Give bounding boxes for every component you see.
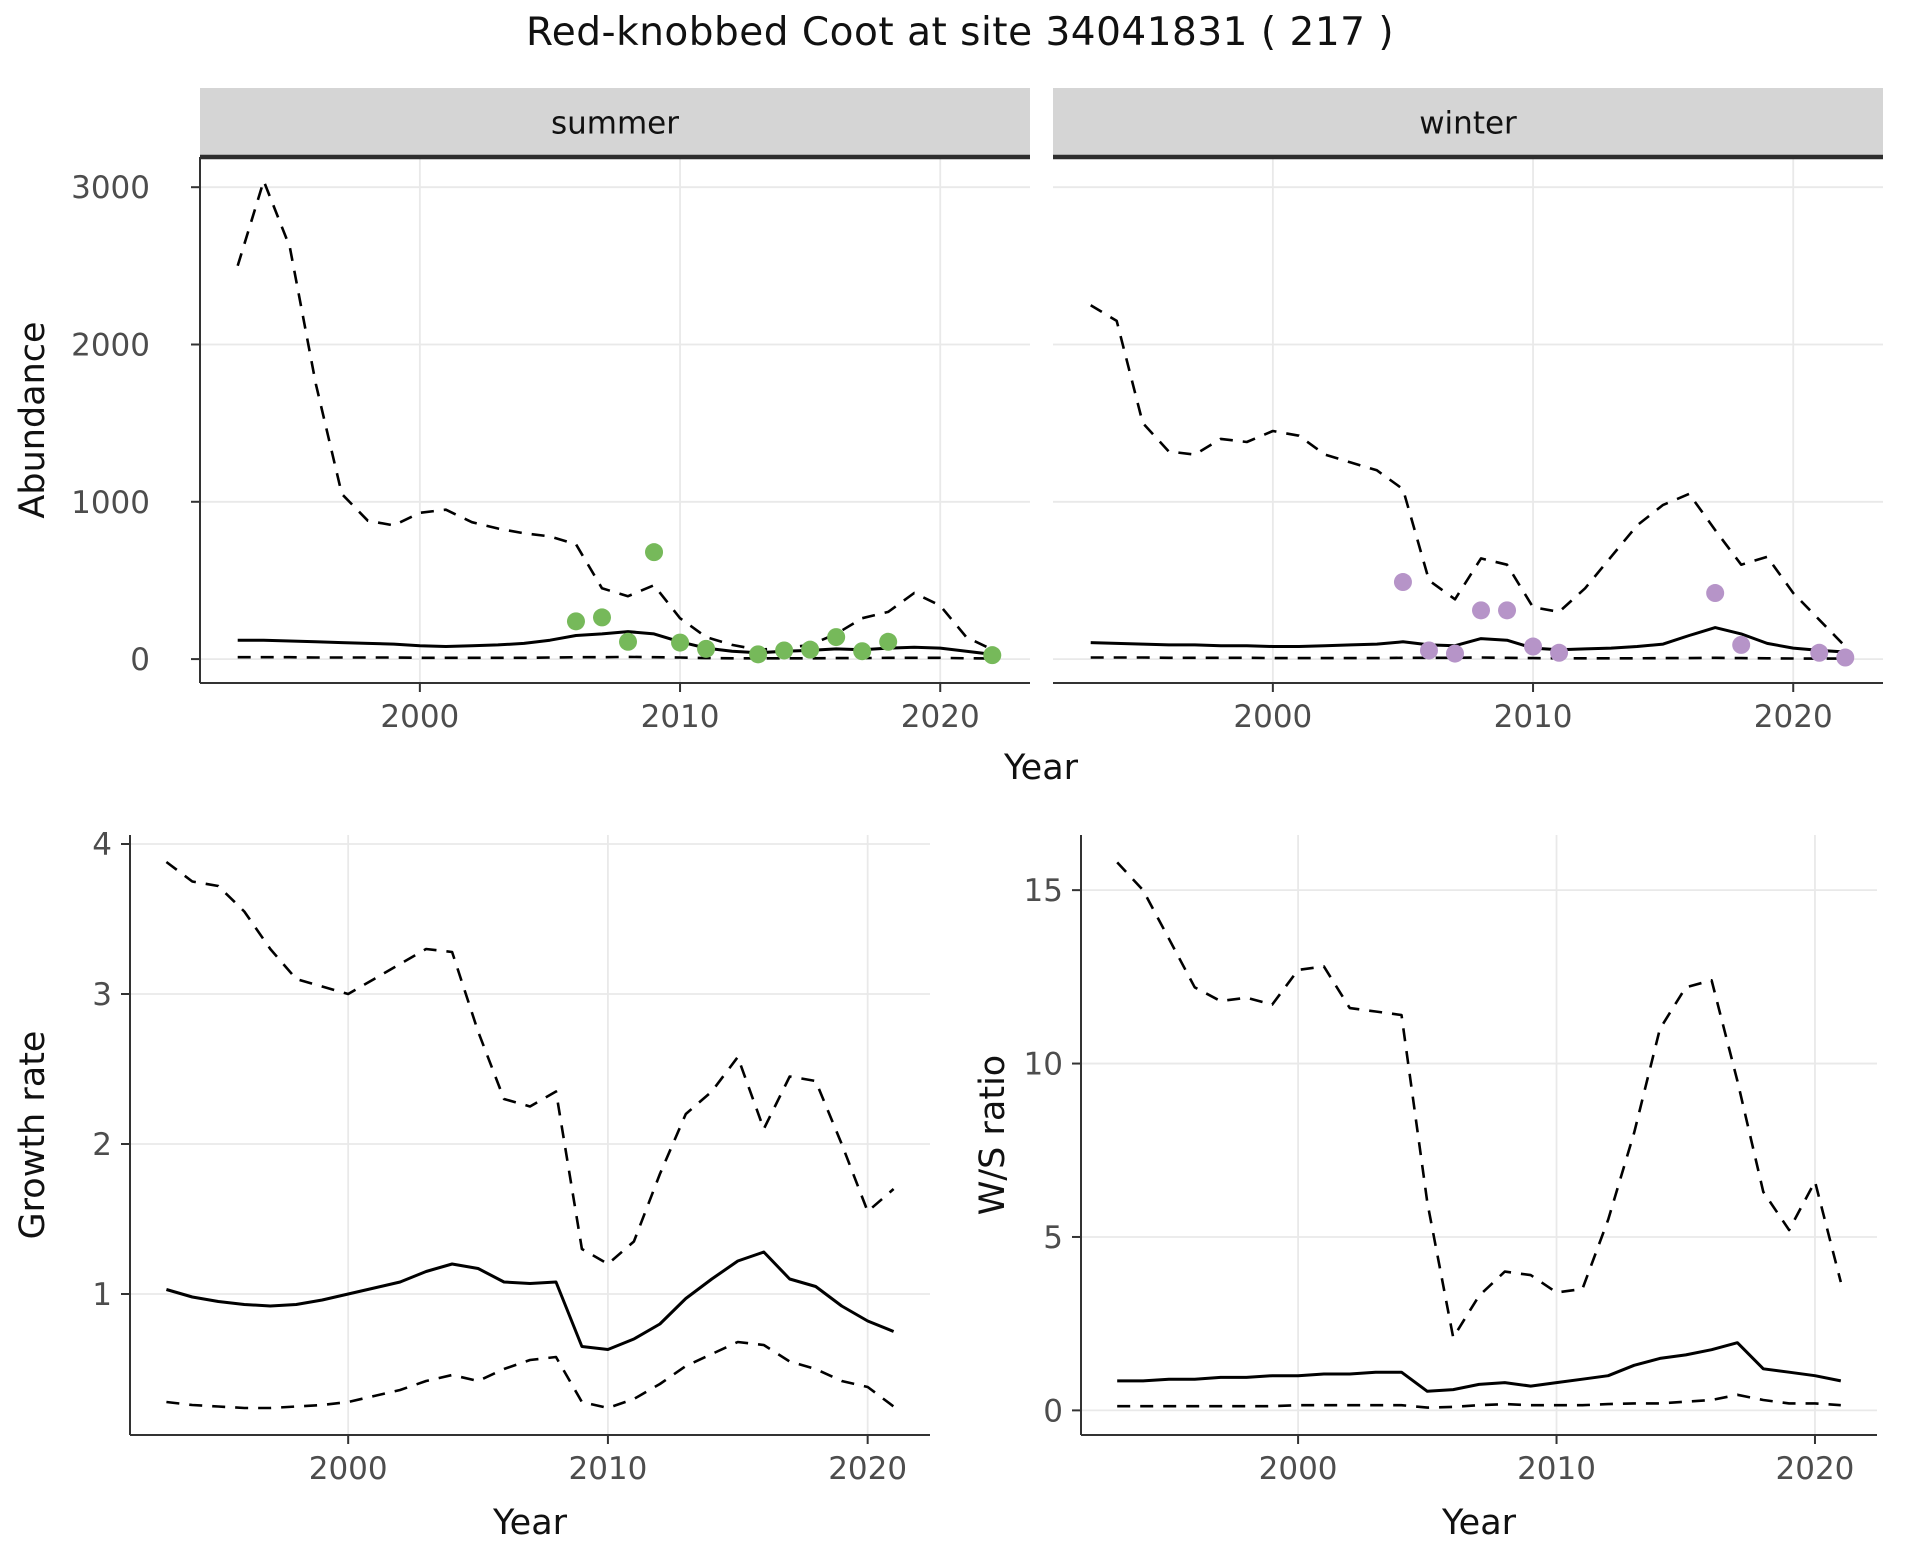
chart-title: Red-knobbed Coot at site 34041831 ( 217 … bbox=[525, 10, 1395, 55]
data-point-abundance-summer bbox=[566, 612, 585, 631]
data-point-abundance-summer bbox=[645, 543, 664, 562]
y-tick-label: 2000 bbox=[71, 327, 150, 363]
data-point-abundance-winter bbox=[1836, 648, 1855, 667]
panel-growth-rate: 2000 2010 2020 1 2 3 4 Growth rate Year bbox=[13, 827, 930, 1543]
x-tick-label: 2010 bbox=[1517, 1451, 1596, 1487]
mean-line bbox=[165, 1250, 895, 1351]
data-point-abundance-summer bbox=[827, 628, 846, 647]
y-tick-label: 3000 bbox=[71, 170, 150, 206]
y-tick-label: 3 bbox=[92, 977, 112, 1013]
panel-abundance-winter: winter 2000 2010 2020 bbox=[1053, 88, 1883, 735]
x-tick-label: 2010 bbox=[568, 1451, 647, 1487]
facet-label: winter bbox=[1419, 106, 1517, 142]
data-point-abundance-summer bbox=[671, 633, 690, 652]
y-tick-label: 1000 bbox=[71, 485, 150, 521]
mean-line bbox=[237, 630, 993, 656]
data-point-abundance-summer bbox=[879, 632, 898, 651]
mean-line bbox=[1090, 626, 1846, 654]
data-point-abundance-summer bbox=[801, 640, 820, 659]
y-tick-label: 0 bbox=[1043, 1393, 1063, 1429]
data-point-abundance-winter bbox=[1393, 573, 1412, 592]
upper-ci-line bbox=[236, 179, 993, 651]
x-tick-label: 2020 bbox=[828, 1451, 907, 1487]
y-axis-title: Growth rate bbox=[13, 1031, 53, 1240]
y-tick-label: 10 bbox=[1024, 1047, 1063, 1083]
x-axis-title: Year bbox=[1003, 748, 1079, 788]
data-point-abundance-summer bbox=[749, 645, 768, 664]
x-tick-label: 2010 bbox=[1494, 699, 1573, 735]
upper-ci-line bbox=[165, 860, 895, 1266]
y-tick-label: 4 bbox=[92, 827, 112, 863]
y-axis-title: Abundance bbox=[13, 321, 53, 518]
y-tick-label: 2 bbox=[92, 1127, 112, 1163]
lower-ci-line bbox=[1117, 1393, 1841, 1409]
data-point-abundance-summer bbox=[775, 641, 794, 660]
x-tick-label: 2000 bbox=[309, 1451, 388, 1487]
y-axis-title: W/S ratio bbox=[973, 1055, 1013, 1215]
data-point-abundance-winter bbox=[1445, 644, 1464, 663]
data-point-abundance-summer bbox=[983, 646, 1002, 665]
data-point-abundance-winter bbox=[1419, 641, 1438, 660]
panel-ws-ratio: 2000 2010 2020 0 5 10 15 W/S ratio Year bbox=[973, 835, 1877, 1543]
data-point-abundance-winter bbox=[1810, 643, 1829, 662]
data-point-abundance-winter bbox=[1524, 637, 1543, 656]
x-tick-label: 2010 bbox=[641, 699, 720, 735]
data-point-abundance-winter bbox=[1550, 643, 1569, 662]
y-tick-label: 1 bbox=[92, 1277, 112, 1313]
panel-abundance-summer: summer 2000 2010 2020 0 1000 2000 3000 Abundance… bbox=[13, 88, 1079, 788]
upper-ci-line bbox=[1090, 304, 1847, 648]
x-axis-title: Year bbox=[1441, 1503, 1517, 1543]
x-tick-label: 2020 bbox=[901, 699, 980, 735]
data-point-abundance-summer bbox=[619, 632, 638, 651]
y-tick-label: 5 bbox=[1043, 1220, 1063, 1256]
data-point-abundance-winter bbox=[1706, 584, 1725, 603]
y-tick-label: 15 bbox=[1024, 873, 1063, 909]
facet-label: summer bbox=[551, 106, 679, 142]
data-point-abundance-winter bbox=[1472, 601, 1491, 620]
x-tick-label: 2000 bbox=[1259, 1451, 1338, 1487]
x-tick-label: 2020 bbox=[1754, 699, 1833, 735]
data-point-abundance-summer bbox=[592, 608, 611, 627]
lower-ci-line bbox=[1090, 656, 1846, 660]
facet-strip bbox=[200, 88, 1030, 157]
y-tick-label: 0 bbox=[130, 642, 150, 678]
data-point-abundance-summer bbox=[853, 642, 872, 661]
x-tick-label: 2000 bbox=[380, 699, 459, 735]
upper-ci-line bbox=[1116, 861, 1843, 1339]
data-point-abundance-summer bbox=[697, 639, 716, 658]
lower-ci-line bbox=[166, 1340, 895, 1410]
x-axis-title: Year bbox=[492, 1503, 568, 1543]
facet-strip bbox=[1053, 88, 1883, 157]
x-tick-label: 2020 bbox=[1776, 1451, 1855, 1487]
x-tick-label: 2000 bbox=[1233, 699, 1312, 735]
data-point-abundance-winter bbox=[1732, 635, 1751, 654]
data-point-abundance-winter bbox=[1498, 601, 1517, 620]
mean-line bbox=[1117, 1341, 1842, 1393]
